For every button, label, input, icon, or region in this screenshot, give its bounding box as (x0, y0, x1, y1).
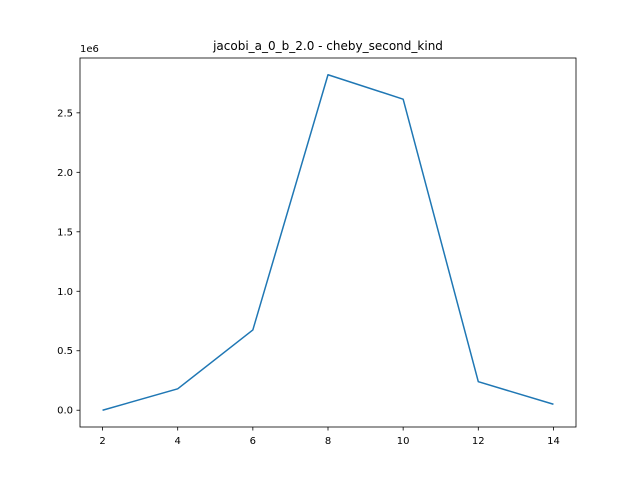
y-tick-label: 0.0 (57, 406, 73, 417)
x-tick-label: 10 (397, 436, 410, 447)
chart-title: jacobi_a_0_b_2.0 - cheby_second_kind (212, 39, 443, 53)
x-tick-label: 2 (99, 436, 105, 447)
y-tick-label: 2.5 (57, 108, 73, 119)
x-tick-label: 4 (175, 436, 181, 447)
y-tick-label: 1.0 (57, 287, 73, 298)
x-tick-label: 8 (325, 436, 331, 447)
y-axis-offset-label: 1e6 (80, 44, 99, 55)
series-line-0 (102, 74, 554, 411)
y-tick-label: 2.0 (57, 168, 73, 179)
x-tick-label: 14 (547, 436, 560, 447)
y-tick-label: 0.5 (57, 346, 73, 357)
y-axis: 0.0 0.5 1.0 1.5 2.0 2.5 (57, 108, 80, 417)
plot-area (102, 74, 554, 411)
axes-frame (79, 57, 577, 428)
x-tick-label: 12 (472, 436, 485, 447)
y-tick-label: 1.5 (57, 227, 73, 238)
x-axis: 2 4 6 8 10 12 14 (99, 427, 560, 447)
x-tick-label: 6 (250, 436, 256, 447)
